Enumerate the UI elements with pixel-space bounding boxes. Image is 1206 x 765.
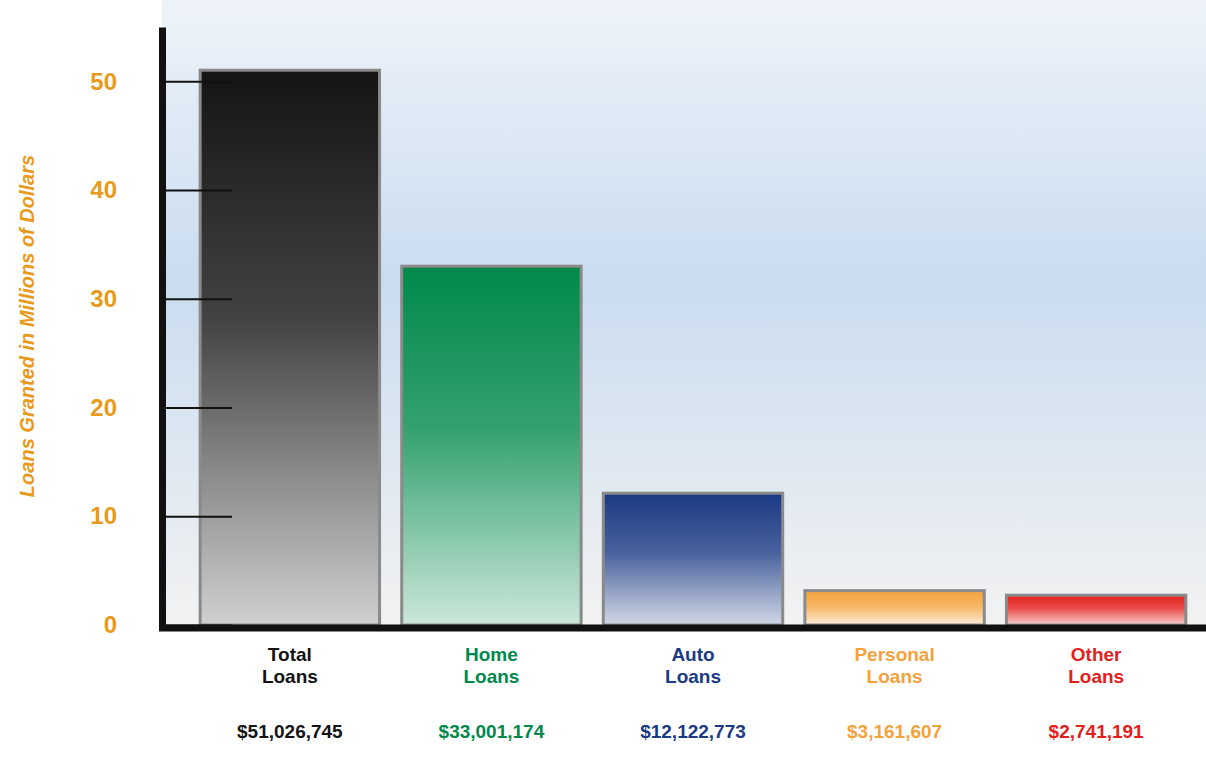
data-label: $51,026,745 — [237, 721, 343, 742]
x-tick-label-line: Loans — [463, 666, 519, 687]
y-tick-mark — [162, 298, 232, 300]
x-tick-label-line: Auto — [671, 643, 714, 664]
y-tick: 50 — [90, 68, 232, 95]
data-label: $2,741,191 — [1049, 721, 1145, 742]
y-tick-mark — [162, 516, 232, 518]
x-tick: OtherLoans — [1068, 643, 1124, 687]
x-tick-label-line: Loans — [262, 666, 318, 687]
bar — [200, 70, 379, 625]
x-tick-label-line: Loans — [665, 666, 721, 687]
x-tick-label-line: Home — [465, 643, 518, 664]
y-tick-label: 30 — [90, 285, 117, 312]
data-label: $12,122,773 — [640, 721, 746, 742]
background — [162, 0, 1206, 625]
x-tick-label: HomeLoans — [463, 643, 519, 687]
bar — [402, 266, 581, 625]
chart-container: 01020304050TotalLoansHomeLoansAutoLoansP… — [0, 0, 1206, 765]
y-tick: 30 — [90, 285, 232, 312]
x-tick-label: AutoLoans — [665, 643, 721, 687]
x-tick-label: OtherLoans — [1068, 643, 1124, 687]
x-tick: PersonalLoans — [854, 643, 934, 687]
x-tick-label-line: Total — [268, 643, 312, 664]
y-tick-label: 50 — [90, 68, 117, 95]
y-tick-label: 10 — [90, 502, 117, 529]
y-axis-line — [159, 28, 166, 626]
y-tick-label: 0 — [104, 611, 117, 638]
x-tick: TotalLoans — [262, 643, 318, 687]
data-label: $3,161,607 — [847, 721, 942, 742]
y-tick-mark — [162, 407, 232, 409]
bar — [1006, 595, 1185, 625]
y-tick-mark — [162, 190, 232, 192]
y-axis: 0 10 20 30 40 50 — [90, 28, 232, 639]
x-tick: AutoLoans — [665, 643, 721, 687]
y-tick-mark — [162, 81, 232, 83]
x-tick: HomeLoans — [463, 643, 519, 687]
y-tick: 20 — [90, 394, 232, 421]
x-tick-label-line: Other — [1071, 643, 1122, 664]
x-tick-label: PersonalLoans — [854, 643, 934, 687]
x-tick-label-line: Personal — [854, 643, 934, 664]
x-tick-label-line: Loans — [1068, 666, 1124, 687]
bars — [200, 70, 1186, 625]
x-axis-line — [159, 625, 1206, 632]
chart-svg: 01020304050TotalLoansHomeLoansAutoLoansP… — [0, 0, 1206, 765]
y-tick: 10 — [90, 502, 232, 529]
data-label: $33,001,174 — [439, 721, 545, 742]
y-tick-label: 40 — [90, 176, 117, 203]
bar — [805, 591, 984, 625]
y-axis-title: Loans Granted in Millions of Dollars — [16, 155, 38, 497]
bar — [603, 493, 782, 625]
y-tick-label: 20 — [90, 394, 117, 421]
x-tick-label: TotalLoans — [262, 643, 318, 687]
y-tick: 40 — [90, 176, 232, 203]
x-tick-label-line: Loans — [867, 666, 923, 687]
data-labels: $51,026,745 $33,001,174 $12,122,773 $3,161,… — [237, 721, 1144, 742]
x-axis: TotalLoansHomeLoansAutoLoansPersonalLoan… — [262, 643, 1124, 687]
